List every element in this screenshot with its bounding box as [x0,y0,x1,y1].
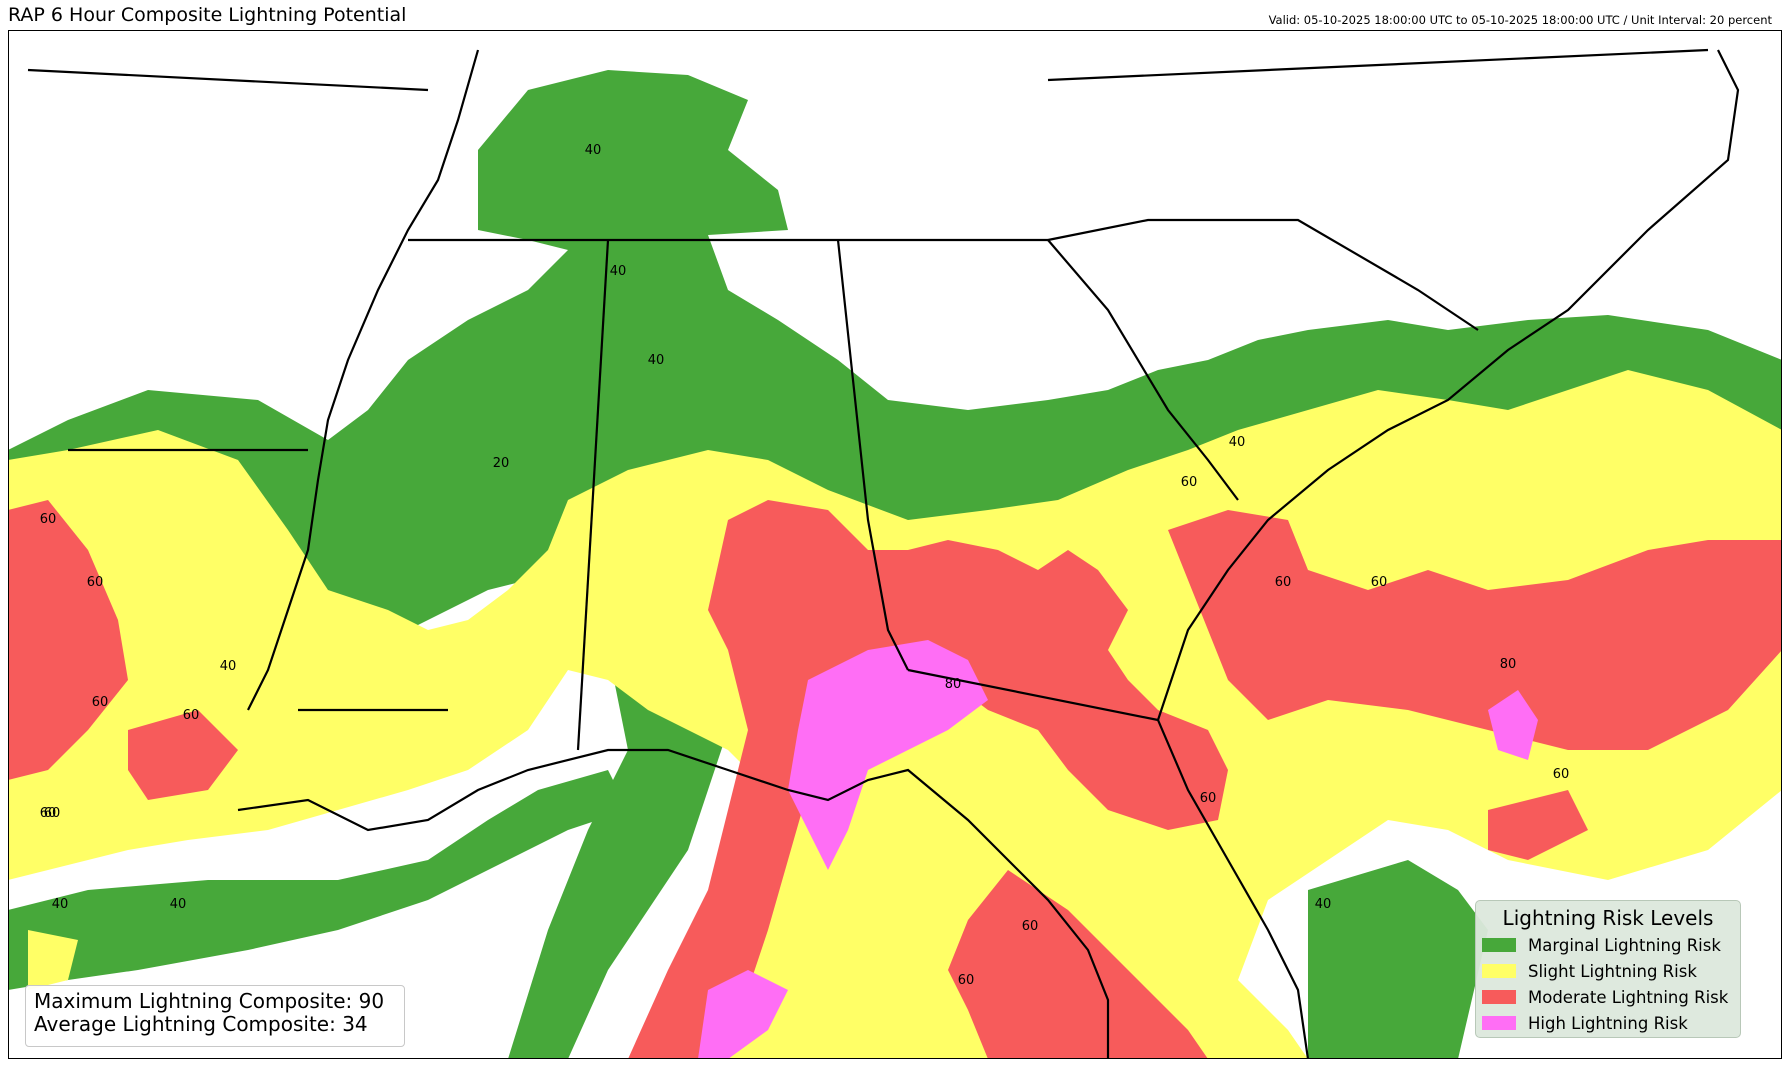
legend: Lightning Risk Levels Marginal Lightning… [1475,900,1741,1038]
moderate-area-atlantic [1168,510,1782,750]
marginal-area-south [8,770,628,990]
legend-swatch-high [1482,1016,1516,1030]
avg-composite-text: Average Lightning Composite: 34 [34,1012,368,1036]
florida-east-coast [1156,719,1310,1059]
state-border-south-carolina-georgia [1047,239,1239,501]
legend-swatch-moderate [1482,990,1516,1004]
legend-swatch-marginal [1482,938,1516,952]
moderate-area-atlantic-east [1488,790,1588,860]
max-composite-text: Maximum Lightning Composite: 90 [34,989,385,1013]
marginal-area-north [8,70,1782,680]
legend-label: High Lightning Risk [1528,1013,1688,1033]
high-area-atlantic [1488,690,1538,760]
legend-title: Lightning Risk Levels [1502,906,1714,930]
atlantic-coastline [1156,49,1740,721]
state-border-mississippi-alabama [576,239,610,751]
moderate-area-florida [948,870,1208,1059]
legend-swatch-slight [1482,964,1516,978]
contour-label: 60 [1200,791,1217,806]
legend-label: Marginal Lightning Risk [1528,935,1721,955]
contour-label: 60 [1275,575,1292,590]
contour-label: 20 [493,456,510,471]
contour-label: 40 [170,897,187,912]
contour-label: 60 [1371,575,1388,590]
state-border-missouri-arkansas [27,68,429,92]
high-area-central [788,640,988,870]
contour-label: 40 [648,353,665,368]
slight-area-sw [28,930,78,990]
contour-labels: 40 40 40 20 60 60 40 60 60 60 40 40 80 6… [40,143,1570,988]
state-borders [27,48,1740,1059]
contour-label: 60 [958,973,975,988]
map-title: RAP 6 Hour Composite Lightning Potential [8,4,407,26]
contour-label: 60 [183,708,200,723]
contour-label: 60 [40,806,57,821]
state-border-north-carolina-south [1047,218,1479,331]
mississippi-river [247,49,480,711]
high-area-gulf [698,970,788,1059]
high-risk-areas [698,640,1538,1059]
stats-box: Maximum Lightning Composite: 90 Average … [25,985,405,1047]
contour-label: 40 [1315,897,1332,912]
contour-label: 60 [1022,919,1039,934]
contour-label: 60 [1181,475,1198,490]
moderate-area-central [628,500,1228,1059]
contour-label: 40 [585,143,602,158]
legend-item-high: High Lightning Risk [1476,1010,1740,1036]
moderate-area-west [8,500,128,780]
contour-label: 40 [52,897,69,912]
state-border-alabama-georgia [836,239,909,671]
state-border-georgia-florida [907,668,1159,722]
legend-item-marginal: Marginal Lightning Risk [1476,932,1740,958]
marginal-area-east [1308,860,1488,1059]
contour-label: 60 [87,575,104,590]
contour-label: 60 [44,806,61,821]
contour-label: 40 [610,264,627,279]
contour-label: 40 [1229,435,1246,450]
contour-label: 60 [92,695,109,710]
legend-item-moderate: Moderate Lightning Risk [1476,984,1740,1010]
moderate-area-west-lobe [128,710,238,800]
contour-label: 80 [1500,657,1517,672]
legend-item-slight: Slight Lightning Risk [1476,958,1740,984]
contour-label: 60 [1553,767,1570,782]
legend-label: Slight Lightning Risk [1528,961,1697,981]
map-panel: 40 40 40 20 60 60 40 60 60 60 40 40 80 6… [8,30,1782,1059]
valid-time-text: Valid: 05-10-2025 18:00:00 UTC to 05-10-… [1268,13,1772,27]
moderate-risk-areas [8,500,1782,1059]
contour-label: 80 [945,677,962,692]
contour-label: 60 [40,512,57,527]
state-border-virginia-north-carolina [1047,48,1709,82]
gulf-coastline [237,748,1110,1059]
contour-label: 40 [220,659,237,674]
lightning-map: 40 40 40 20 60 60 40 60 60 60 40 40 80 6… [8,30,1782,1059]
legend-label: Moderate Lightning Risk [1528,987,1729,1007]
